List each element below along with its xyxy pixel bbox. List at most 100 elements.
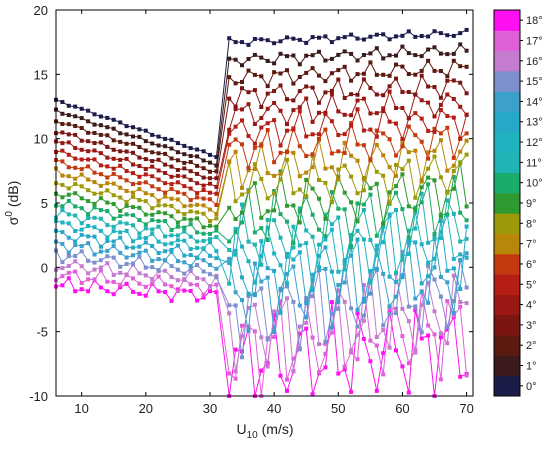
series-point bbox=[182, 204, 187, 209]
series-point bbox=[156, 157, 161, 162]
series-point bbox=[92, 141, 97, 145]
series-point bbox=[92, 215, 97, 220]
series-point bbox=[156, 168, 161, 173]
series-point bbox=[438, 108, 443, 112]
series-point bbox=[445, 168, 450, 173]
series-point bbox=[272, 101, 277, 105]
series-point bbox=[163, 219, 168, 224]
series-point bbox=[445, 114, 450, 118]
series-point bbox=[252, 302, 257, 307]
series-point bbox=[175, 259, 180, 264]
series-point bbox=[394, 348, 398, 353]
series-point bbox=[329, 311, 334, 316]
series-point bbox=[169, 284, 174, 289]
series-point bbox=[240, 355, 244, 360]
x-tick-label: 60 bbox=[395, 401, 409, 416]
series-point bbox=[98, 208, 103, 213]
series-point bbox=[259, 368, 264, 373]
series-point bbox=[118, 208, 123, 213]
series-point bbox=[208, 223, 212, 228]
series-point bbox=[259, 262, 264, 267]
series-point bbox=[336, 133, 341, 137]
series-point bbox=[291, 150, 296, 155]
series-point bbox=[195, 230, 200, 235]
colorbar-swatch bbox=[494, 152, 520, 174]
series-1-deg bbox=[54, 42, 469, 168]
series-point bbox=[291, 257, 296, 262]
series-point bbox=[175, 278, 180, 283]
series-point bbox=[278, 143, 283, 148]
series-point bbox=[124, 221, 129, 226]
series-point bbox=[259, 279, 264, 284]
series-point bbox=[60, 130, 65, 135]
series-point bbox=[188, 264, 193, 269]
series-point bbox=[105, 235, 110, 240]
series-point bbox=[182, 288, 187, 293]
series-point bbox=[66, 132, 71, 137]
series-point bbox=[438, 131, 443, 136]
series-7-deg bbox=[54, 138, 469, 216]
series-point bbox=[419, 191, 424, 196]
series-point bbox=[208, 272, 212, 277]
series-point bbox=[451, 163, 456, 168]
series-point bbox=[60, 195, 65, 200]
series-point bbox=[329, 56, 334, 61]
series-point bbox=[227, 127, 232, 132]
series-point bbox=[143, 222, 148, 227]
colorbar: 0° 1° 2° 3° 4° 5° 6° 7° 8° 9° 10° 11° 12° 13° 14° 15° 16… bbox=[493, 9, 543, 397]
series-point bbox=[195, 191, 200, 196]
series-point bbox=[182, 216, 187, 221]
series-point bbox=[445, 341, 450, 346]
series-point bbox=[297, 144, 302, 149]
series-point bbox=[79, 206, 84, 211]
x-tick-label: 70 bbox=[459, 401, 473, 416]
series-point bbox=[111, 147, 116, 152]
series-point bbox=[374, 253, 379, 258]
series-point bbox=[265, 128, 270, 132]
series-point bbox=[297, 243, 302, 248]
series-point bbox=[464, 91, 469, 96]
series-point bbox=[304, 296, 309, 301]
series-point bbox=[252, 88, 257, 93]
series-point bbox=[413, 240, 418, 245]
series-point bbox=[252, 122, 257, 126]
series-point bbox=[419, 54, 424, 59]
series-point bbox=[451, 115, 456, 120]
series-point bbox=[156, 239, 161, 244]
series-point bbox=[387, 89, 392, 94]
series-line bbox=[55, 138, 468, 215]
series-point bbox=[60, 274, 65, 279]
series-point bbox=[342, 151, 347, 155]
series-point bbox=[361, 237, 366, 242]
colorbar-swatch bbox=[494, 192, 520, 214]
series-point bbox=[355, 311, 360, 316]
series-point bbox=[195, 276, 200, 280]
series-point bbox=[227, 311, 232, 316]
series-point bbox=[150, 193, 155, 197]
series-point bbox=[150, 174, 155, 179]
series-point bbox=[105, 279, 110, 284]
series-point bbox=[233, 81, 238, 86]
series-point bbox=[60, 208, 65, 213]
series-point bbox=[406, 51, 411, 56]
series-point bbox=[336, 77, 341, 82]
series-point bbox=[451, 97, 456, 101]
series-point bbox=[304, 301, 309, 305]
series-point bbox=[272, 118, 277, 123]
series-point bbox=[323, 339, 328, 344]
series-point bbox=[368, 192, 373, 197]
series-point bbox=[278, 39, 283, 44]
series-point bbox=[259, 177, 264, 181]
series-point bbox=[291, 53, 296, 58]
series-point bbox=[413, 133, 418, 138]
series-point bbox=[432, 309, 437, 314]
series-point bbox=[246, 189, 251, 194]
series-point bbox=[355, 58, 360, 63]
series-point bbox=[464, 255, 469, 260]
colorbar-swatch bbox=[494, 294, 520, 316]
series-point bbox=[98, 265, 103, 270]
series-point bbox=[86, 119, 91, 124]
series-point bbox=[233, 226, 238, 231]
series-point bbox=[73, 114, 78, 119]
